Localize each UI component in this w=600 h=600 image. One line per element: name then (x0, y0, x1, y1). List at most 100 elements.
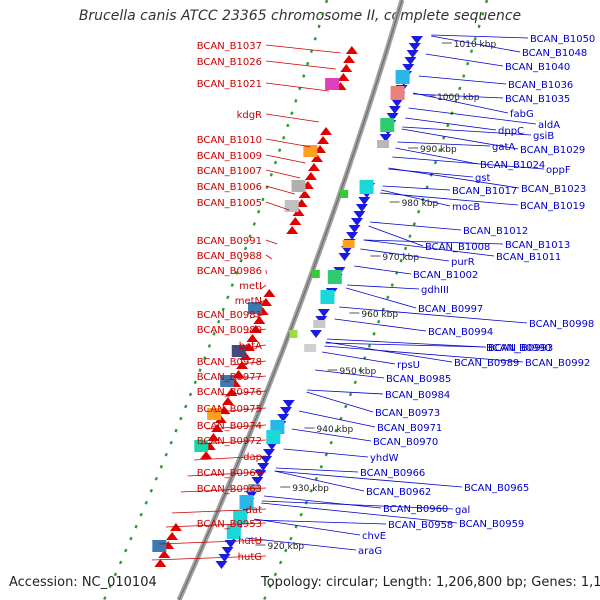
right-gene-label: yhdW (370, 453, 399, 464)
backbone-arc (176, 0, 405, 600)
right-gene-label: BCAN_B1013 (505, 240, 570, 251)
gene-arrow (260, 456, 273, 464)
right-gene-label: BCAN_B1002 (413, 270, 478, 281)
left-gene-label: BCAN_B1007 (197, 166, 262, 177)
right-gene-label: BCAN_B1008 (425, 242, 490, 253)
right-gene-label: gsiB (533, 131, 554, 142)
gene-arrow (317, 309, 330, 317)
gene-block (266, 430, 281, 444)
left-leader-line (265, 138, 311, 148)
gene-block (291, 180, 306, 192)
gene-block (395, 70, 410, 84)
gene-arrow (410, 36, 423, 44)
left-gene-label: BCAN_B0977 (197, 372, 262, 383)
right-gene-label: dppC (498, 126, 524, 137)
right-gene-label: BCAN_B0990 (486, 343, 551, 354)
left-gene-label: BCAN_B0986 (197, 266, 262, 277)
right-gene-label: BCAN_B1029 (520, 145, 585, 156)
left-leader-line (194, 455, 267, 461)
right-leader-line (401, 128, 519, 150)
map-title: Brucella canis ATCC 23365 chromosome II,… (78, 8, 522, 24)
gene-arrow (207, 433, 220, 441)
right-gene-label: araG (358, 546, 382, 557)
gene-arrow (262, 449, 275, 457)
left-gene-label: BCAN_B1009 (197, 151, 262, 162)
gene-block (220, 375, 235, 387)
ruler-tick-label: 950 kbp (340, 367, 377, 377)
ruler-tick-label: 1010 kbp (454, 40, 497, 50)
right-gene-label: BCAN_B0984 (385, 390, 450, 401)
left-gene-label: betA (239, 341, 262, 352)
left-gene-label: BCAN_B1010 (197, 135, 262, 146)
right-gene-label: BCAN_B1050 (530, 34, 595, 45)
right-leader-line (283, 448, 369, 458)
gene-block (207, 408, 222, 420)
inner-dotted-ring (102, 0, 329, 600)
outer-dotted-ring (262, 0, 489, 600)
gene-arrow (218, 554, 231, 562)
right-leader-line (388, 167, 520, 189)
gene-arrow (353, 211, 366, 219)
gene-arrow (277, 414, 290, 422)
right-leader-line (363, 239, 495, 257)
gene-arrow (232, 370, 245, 378)
gene-block (226, 525, 241, 539)
gene-arrow (253, 316, 266, 324)
left-leader-line (260, 284, 267, 290)
left-gene-label: BCAN_B1006 (197, 182, 262, 193)
gene-arrow (249, 325, 262, 333)
gene-arrow (348, 225, 361, 233)
left-leader-line (158, 539, 267, 545)
ruler-tick-label: 970 kbp (382, 253, 419, 263)
right-gene-label: BCAN_B0962 (366, 487, 431, 498)
right-gene-label: chvE (362, 531, 386, 542)
right-leader-line (402, 126, 532, 136)
left-leader-line (255, 299, 267, 305)
gene-arrow (215, 561, 228, 569)
gene-block (377, 140, 390, 148)
gene-block (194, 440, 209, 452)
gene-arrow (355, 204, 368, 212)
kbp-ruler: 1010 kbp 1000 kbp 990 kbp 980 kbp 970 kbp 960… (255, 40, 496, 552)
left-gene-label: BCAN_B0974 (197, 421, 262, 432)
gene-arrow (391, 99, 404, 107)
gene-arrow (257, 463, 270, 471)
left-leader-line (265, 185, 295, 195)
left-leader-line (187, 471, 267, 477)
right-leader-line (369, 221, 462, 231)
left-gene-label: dap (243, 452, 262, 463)
gene-block (311, 270, 320, 278)
left-gene-label: BCAN_B0976 (197, 387, 262, 398)
right-leader-line (306, 391, 374, 413)
right-leader-line (360, 248, 450, 262)
right-gene-label: BCAN_B1040 (505, 62, 570, 73)
left-leader-line (232, 360, 267, 366)
left-leader-line (206, 424, 267, 430)
right-leader-line (425, 53, 504, 67)
left-gene-label: BCAN_B0953 (197, 519, 262, 530)
left-leader-line (165, 522, 267, 528)
left-leader-line (265, 239, 278, 245)
gene-arrow (340, 64, 353, 72)
left-gene-label: metN (235, 296, 262, 307)
right-gene-label: BCAN_B1048 (522, 48, 587, 59)
gene-block (284, 200, 299, 212)
gene-arrow (338, 253, 351, 261)
left-gene-label: BCAN_B0975 (197, 404, 262, 415)
left-gene-label: BCAN_B0980 (197, 325, 262, 336)
gene-arrow (263, 289, 276, 297)
gene-block (248, 302, 263, 314)
right-gene-label: BCAN_B1012 (463, 226, 528, 237)
right-gene-label: rpsU (397, 360, 420, 371)
gene-arrow (311, 154, 324, 162)
right-leader-line (274, 470, 365, 492)
gene-labels: BCAN_B1037 BCAN_B1026 BCAN_B1021 kdgR BCAN_B… (197, 34, 596, 563)
gene-block (233, 510, 248, 524)
left-leader-line (265, 154, 306, 164)
gene-block (239, 495, 254, 509)
right-gene-label: gatA (492, 142, 515, 153)
left-gene-label: BCAN_B0988 (197, 251, 262, 262)
left-gene-label: BCAN_B0981 (197, 310, 262, 321)
gene-arrow (343, 55, 356, 63)
